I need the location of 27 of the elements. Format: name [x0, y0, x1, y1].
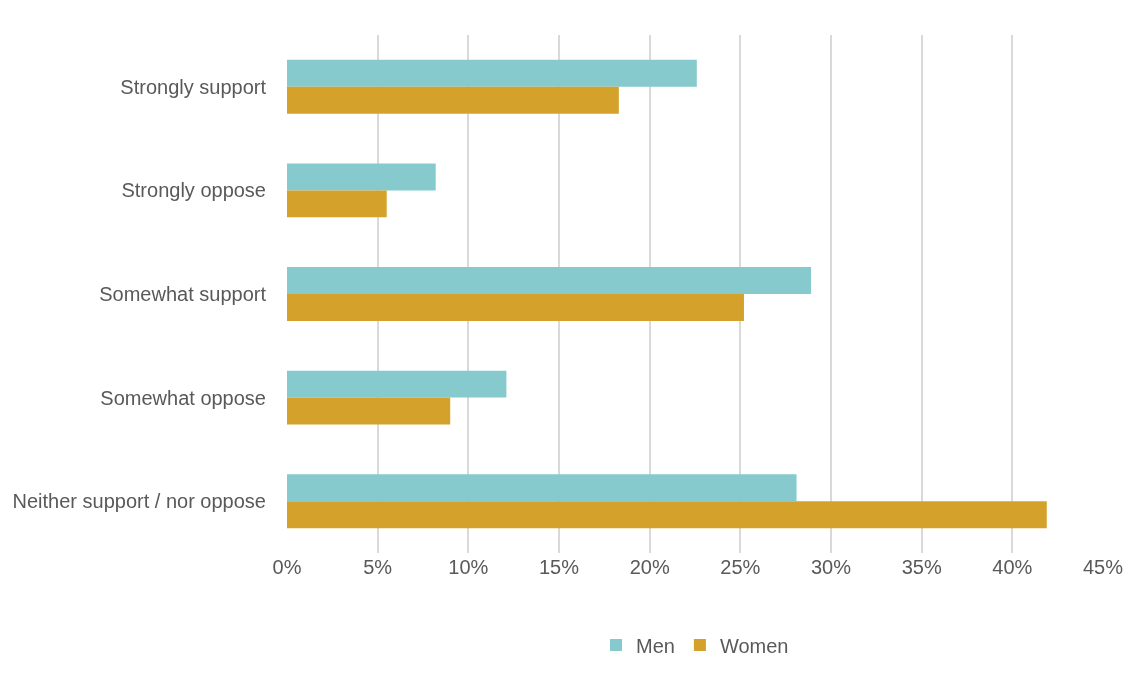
x-tick-label: 30% — [810, 556, 852, 578]
x-tick-label: 45% — [1082, 556, 1124, 578]
legend-label: Women — [719, 634, 789, 657]
x-tick-label: 10% — [448, 556, 489, 578]
bar — [287, 474, 797, 502]
bar — [287, 267, 812, 294]
bar — [287, 59, 697, 87]
bar — [287, 190, 387, 218]
y-tick-label: Strongly oppose — [121, 179, 266, 202]
x-tick-label: 15% — [538, 556, 580, 578]
y-tick-label: Somewhat oppose — [100, 386, 266, 409]
bar — [287, 294, 744, 321]
y-tick-label: Strongly support — [120, 75, 267, 98]
y-tick-label: Neither support / nor oppose — [12, 490, 266, 513]
bar — [287, 501, 1047, 529]
x-tick-label: 40% — [992, 556, 1033, 578]
bar — [287, 370, 507, 398]
x-tick-label: 25% — [720, 556, 761, 578]
bar — [287, 163, 436, 191]
x-tick-label: 0% — [272, 556, 302, 578]
bar — [287, 86, 619, 114]
x-tick-label: 20% — [629, 556, 670, 578]
x-tick-label: 5% — [363, 556, 393, 578]
legend-label: Men — [636, 634, 675, 657]
bar — [287, 397, 451, 425]
y-tick-label: Somewhat support — [99, 283, 267, 305]
x-tick-label: 35% — [901, 556, 942, 578]
